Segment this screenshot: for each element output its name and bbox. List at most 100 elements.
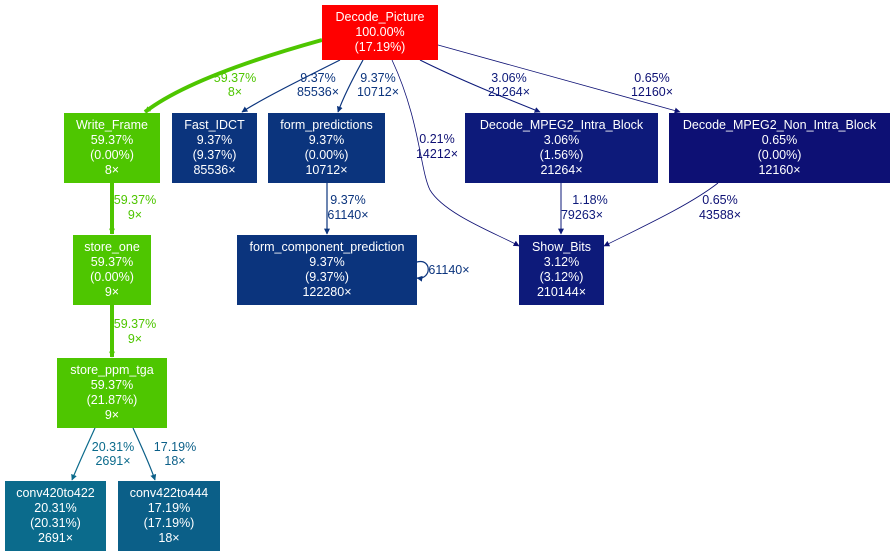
function-node-form-component-prediction[interactable]: form_component_prediction9.37%(9.37%)122… — [237, 235, 417, 305]
call-edge-line — [143, 38, 323, 114]
function-call-count: 18× — [158, 531, 179, 545]
edge-percent-label: 9.37% — [330, 193, 365, 207]
edge-percent-label: 17.19% — [154, 440, 196, 454]
function-node-box — [465, 113, 658, 183]
function-self-percent: (20.31%) — [30, 516, 81, 530]
function-call-count: 122280× — [302, 285, 351, 299]
function-self-percent: (3.12%) — [540, 270, 584, 284]
call-edge-line — [416, 261, 429, 282]
function-self-percent: (21.87%) — [87, 393, 138, 407]
edge-percent-label: 59.37% — [114, 193, 156, 207]
function-call-count: 12160× — [758, 163, 800, 177]
edge-calls-label: 14212× — [416, 147, 458, 161]
call-edge-line — [241, 59, 341, 113]
call-edge: 9.37%85536× — [241, 59, 341, 113]
function-name: Write_Frame — [76, 118, 148, 132]
call-edge: 59.37%9× — [109, 183, 156, 235]
function-total-percent: 3.06% — [544, 133, 579, 147]
edge-calls-label: 10712× — [357, 85, 399, 99]
function-self-percent: (0.00%) — [305, 148, 349, 162]
function-name: store_ppm_tga — [70, 363, 153, 377]
function-self-percent: (9.37%) — [193, 148, 237, 162]
function-node-box — [73, 235, 151, 305]
function-name: Decode_MPEG2_Intra_Block — [480, 118, 644, 132]
function-self-percent: (17.19%) — [144, 516, 195, 530]
function-total-percent: 59.37% — [91, 378, 133, 392]
edge-percent-label: 59.37% — [114, 317, 156, 331]
call-edge-line — [391, 59, 520, 247]
function-node-decode-non-intra[interactable]: Decode_MPEG2_Non_Intra_Block0.65%(0.00%)… — [669, 113, 890, 183]
function-node-box — [268, 113, 385, 183]
function-name: conv422to444 — [130, 486, 209, 500]
edge-calls-label: 79263× — [561, 208, 603, 222]
call-edge: 9.37%10712× — [336, 59, 399, 113]
function-name: Decode_MPEG2_Non_Intra_Block — [683, 118, 877, 132]
call-edge: 59.37%9× — [109, 305, 156, 358]
function-total-percent: 3.12% — [544, 255, 579, 269]
call-edge: 0.21%14212× — [391, 59, 520, 247]
edge-calls-label: 61140× — [428, 263, 469, 277]
edge-percent-label: 3.06% — [491, 71, 526, 85]
call-edge-line — [71, 427, 96, 481]
function-name: form_component_prediction — [250, 240, 405, 254]
call-edge-line — [336, 59, 364, 113]
function-total-percent: 9.37% — [309, 133, 344, 147]
function-node-decode-intra[interactable]: Decode_MPEG2_Intra_Block3.06%(1.56%)2126… — [465, 113, 658, 183]
edge-percent-label: 20.31% — [92, 440, 134, 454]
edge-calls-label: 61140× — [327, 208, 368, 222]
function-name: Fast_IDCT — [184, 118, 245, 132]
function-call-count: 85536× — [193, 163, 235, 177]
call-edge: 3.06%21264× — [419, 59, 541, 113]
function-node-box — [237, 235, 417, 305]
function-node-box — [669, 113, 890, 183]
call-edge: 20.31%2691× — [71, 427, 134, 481]
function-call-count: 9× — [105, 285, 119, 299]
function-node-box — [172, 113, 257, 183]
function-self-percent: (0.00%) — [758, 148, 802, 162]
function-call-count: 9× — [105, 408, 119, 422]
function-node-box — [322, 5, 438, 60]
edge-calls-label: 85536× — [297, 85, 339, 99]
call-edge-line — [132, 427, 157, 481]
function-node-box — [64, 113, 160, 183]
call-edge: 59.37%8× — [143, 38, 323, 114]
edge-calls-label: 8× — [228, 85, 242, 99]
call-edge-line — [419, 59, 541, 113]
edge-percent-label: 9.37% — [300, 71, 335, 85]
function-call-count: 210144× — [537, 285, 586, 299]
call-edge: 0.65%43588× — [603, 182, 741, 247]
call-edge: 1.18%79263× — [558, 183, 608, 235]
function-node-box — [519, 235, 604, 305]
edge-percent-label: 9.37% — [360, 71, 395, 85]
function-total-percent: 9.37% — [309, 255, 344, 269]
edge-calls-label: 12160× — [631, 85, 673, 99]
edge-percent-label: 0.65% — [634, 71, 669, 85]
function-self-percent: (1.56%) — [540, 148, 584, 162]
function-node-box — [118, 481, 220, 551]
edge-calls-label: 9× — [128, 208, 142, 222]
function-self-percent: (17.19%) — [355, 40, 406, 54]
function-total-percent: 59.37% — [91, 133, 133, 147]
function-name: conv420to422 — [16, 486, 95, 500]
call-edge: 17.19%18× — [132, 427, 196, 481]
function-self-percent: (9.37%) — [305, 270, 349, 284]
function-node-box — [5, 481, 106, 551]
call-edge-line — [437, 44, 681, 114]
edge-calls-label: 18× — [164, 454, 185, 468]
function-total-percent: 20.31% — [34, 501, 76, 515]
edge-percent-label: 1.18% — [572, 193, 607, 207]
function-name: form_predictions — [280, 118, 372, 132]
call-edge: 61140× — [416, 261, 470, 282]
edge-calls-label: 21264× — [488, 85, 530, 99]
